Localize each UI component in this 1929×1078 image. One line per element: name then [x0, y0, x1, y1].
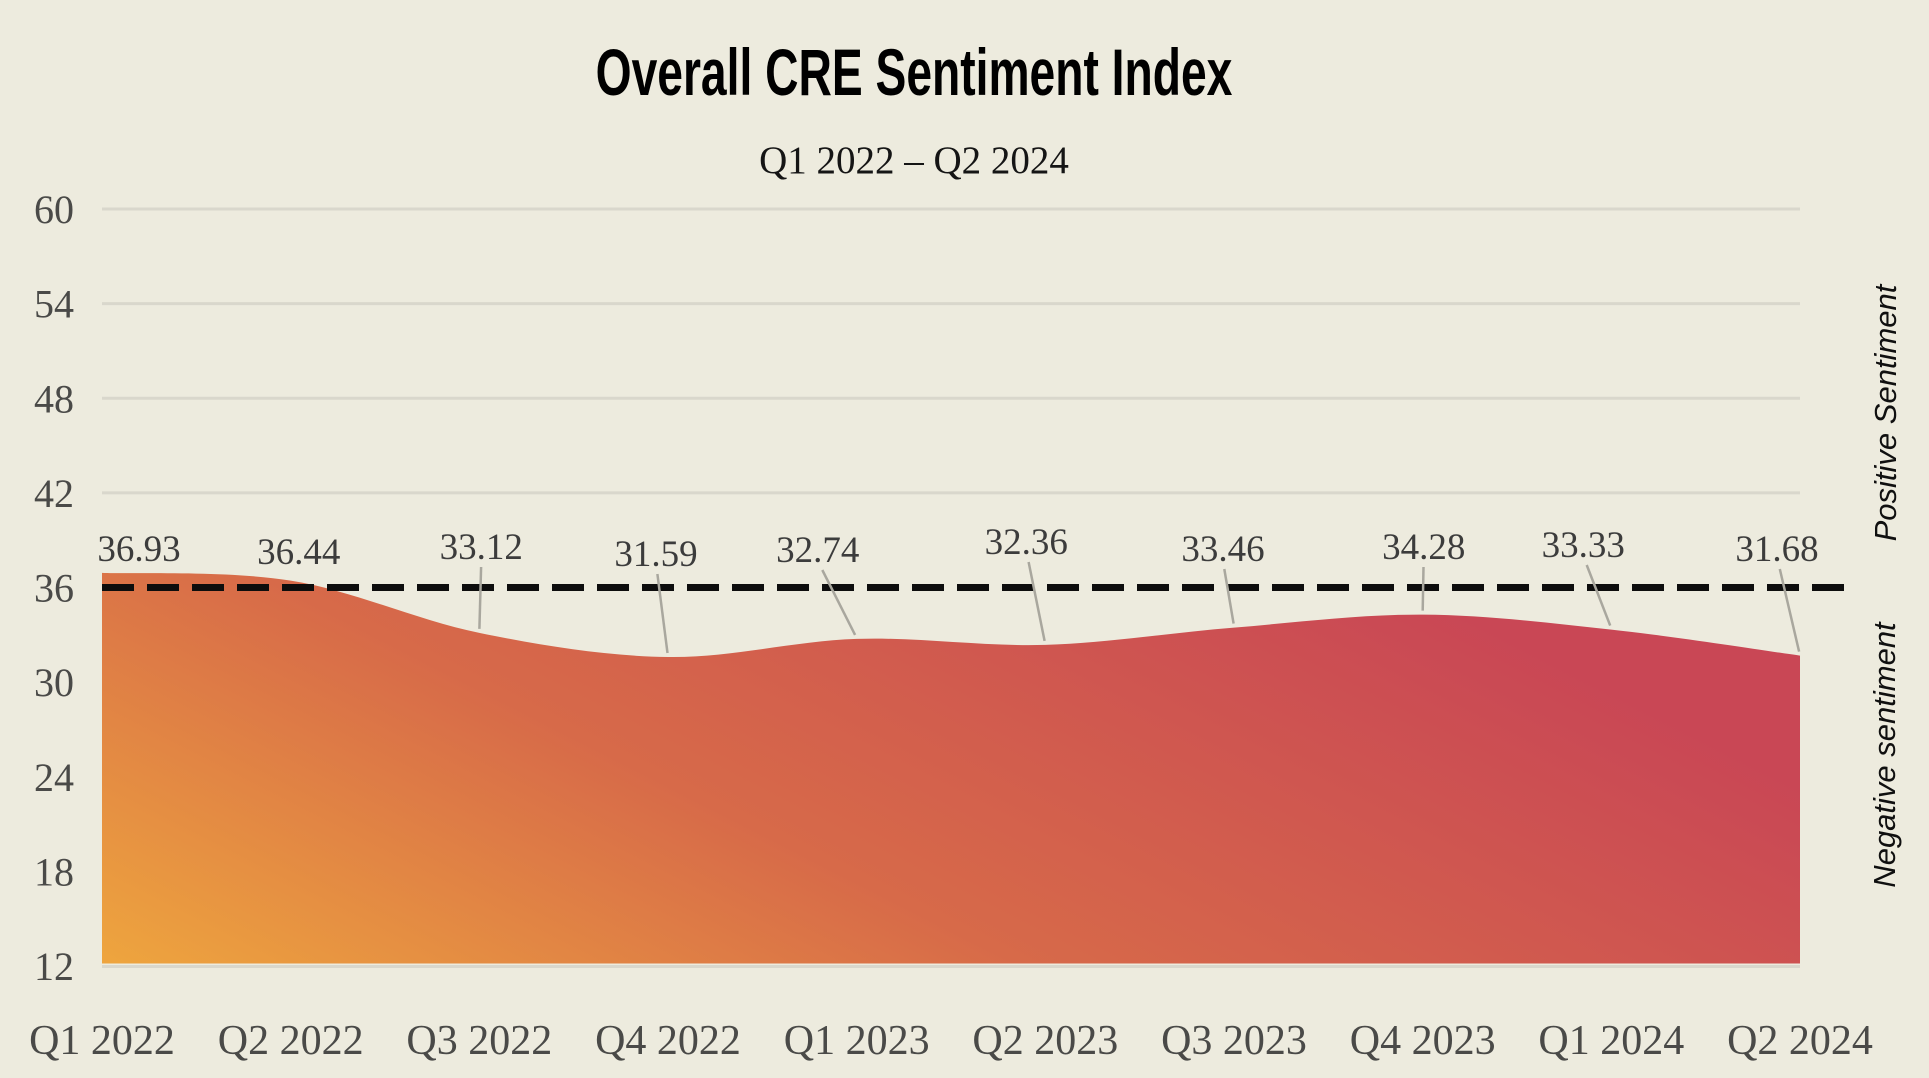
x-axis-tick-label: Q2 2024 [1727, 1018, 1873, 1064]
chart-subtitle: Q1 2022 – Q2 2024 [759, 139, 1069, 182]
data-value-label: 34.28 [1382, 527, 1465, 568]
x-axis-tick-label: Q4 2022 [595, 1018, 741, 1064]
x-axis-tick-label: Q1 2023 [784, 1018, 930, 1064]
x-axis-tick-label: Q1 2024 [1538, 1018, 1684, 1064]
y-axis-tick-label: 36 [34, 566, 74, 611]
data-value-label: 32.36 [985, 522, 1068, 563]
y-axis-tick-label: 42 [34, 471, 74, 516]
data-value-label: 33.33 [1542, 525, 1625, 566]
x-axis-tick-label: Q1 2022 [29, 1018, 175, 1064]
y-axis-tick-label: 60 [34, 187, 74, 232]
x-axis-tick-label: Q3 2022 [406, 1018, 552, 1064]
y-axis-tick-label: 48 [34, 376, 74, 421]
data-value-label: 33.46 [1181, 529, 1264, 570]
value-label-leader-line [478, 566, 483, 629]
data-value-label: 36.44 [257, 532, 340, 573]
y-axis-tick-label: 12 [34, 944, 74, 989]
x-axis-tick-label: Q2 2023 [972, 1018, 1118, 1064]
x-axis-labels: Q1 2022 Q2 2022 Q3 2022 Q4 2022 Q1 2023 Q2 20… [29, 1018, 1873, 1064]
sentiment-area-fill [102, 572, 1800, 964]
x-axis-tick-label: Q4 2023 [1350, 1018, 1496, 1064]
y-axis-labels: 60 54 48 42 36 30 24 18 12 [34, 187, 74, 989]
y-axis-tick-label: 54 [34, 282, 74, 327]
value-label-leader-line [1585, 564, 1612, 627]
data-value-label: 31.68 [1735, 529, 1818, 570]
value-label-leader-line [1223, 568, 1235, 624]
value-label-leader-line [821, 569, 857, 636]
right-axis-label-positive-sentiment: Positive Sentiment [1868, 284, 1903, 542]
y-axis-tick-label: 30 [34, 660, 74, 705]
chart-title: Overall CRE Sentiment Index [595, 35, 1233, 109]
value-label-leader-line [1027, 561, 1046, 642]
data-value-label: 31.59 [614, 534, 697, 575]
area-series [102, 572, 1800, 964]
value-label-leader-line [1421, 566, 1425, 611]
y-axis-tick-label: 24 [34, 755, 74, 800]
x-axis-tick-label: Q2 2022 [218, 1018, 364, 1064]
value-label-leader-line [1778, 568, 1801, 652]
leader-lines [478, 561, 1801, 654]
data-value-label: 32.74 [776, 530, 859, 571]
data-value-label: 36.93 [97, 529, 180, 570]
x-axis-tick-label: Q3 2023 [1161, 1018, 1307, 1064]
value-label-leader-line [656, 573, 669, 654]
y-axis-tick-label: 18 [34, 849, 74, 894]
right-axis-label-negative-sentiment: Negative sentiment [1867, 622, 1902, 888]
data-value-label: 33.12 [440, 527, 523, 568]
value-labels: 36.93 36.44 33.12 31.59 32.74 32.36 33.46 34.28… [97, 522, 1818, 575]
